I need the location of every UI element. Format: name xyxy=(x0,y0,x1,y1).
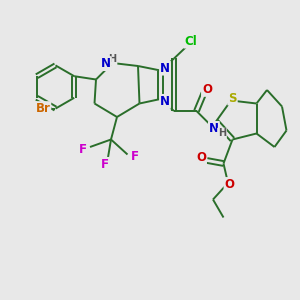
Text: N: N xyxy=(160,61,170,75)
Text: N: N xyxy=(209,122,219,135)
Text: F: F xyxy=(79,142,87,156)
Text: F: F xyxy=(130,150,138,163)
Text: N: N xyxy=(160,95,170,108)
Text: S: S xyxy=(228,92,237,105)
Text: O: O xyxy=(202,83,212,96)
Text: F: F xyxy=(101,158,109,171)
Text: Br: Br xyxy=(35,102,50,115)
Text: Cl: Cl xyxy=(184,34,197,48)
Text: O: O xyxy=(196,151,206,164)
Text: H: H xyxy=(218,128,226,139)
Text: N: N xyxy=(101,57,111,70)
Text: H: H xyxy=(108,54,117,64)
Text: O: O xyxy=(224,178,235,191)
